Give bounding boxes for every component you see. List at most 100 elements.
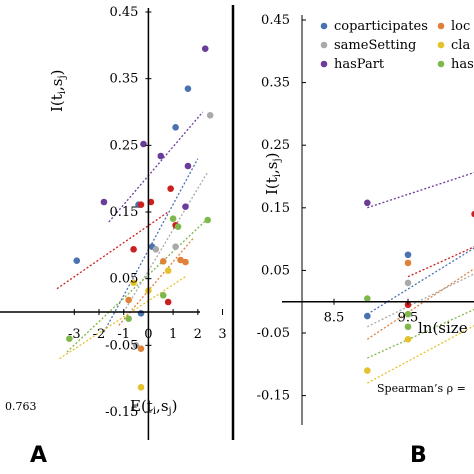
legend-marker (437, 41, 445, 49)
data-point-ca9a9a9 (172, 243, 179, 250)
panel-a-x-tick-label: -2 (93, 327, 106, 342)
panel-a-x-ticks: -3 -2 -1 0 1 2 3 (68, 309, 227, 342)
data-point-ce5c12b (164, 267, 172, 274)
panel-b-y-tick-label: -0.05 (257, 326, 290, 341)
data-point-c4a72b0 (137, 310, 145, 317)
data-point-ccc1f1f (404, 301, 412, 309)
panel-a-y-axis-label: I(ti,sj) (48, 70, 68, 112)
panel-b-x-tick-label: 8.5 (324, 311, 345, 326)
panel-a-annotation: 0.763 (5, 400, 37, 413)
data-point-c4a72b0 (184, 85, 192, 92)
data-point-ce5c12b (130, 279, 137, 286)
data-point-ca9a9a9 (206, 112, 214, 119)
data-point-ce0813a (137, 345, 145, 352)
trendline-ccc1f1f (407, 246, 474, 278)
data-point-c4a72b0 (172, 124, 179, 131)
panel-b-y-tick-label: 0.35 (261, 76, 290, 91)
trendline-c6a3d9a (108, 111, 204, 223)
panel-b-y-tick-label: 0.25 (261, 138, 290, 153)
data-point-ce0813a (404, 259, 412, 267)
data-point-ce0813a (159, 258, 167, 265)
data-point-ca9a9a9 (152, 246, 160, 253)
data-point-ccc1f1f (471, 210, 474, 218)
data-point-c7fb84a (125, 315, 132, 322)
panel-a-y-tick-label: 0.15 (109, 205, 138, 220)
panel-b-y-tick-label: 0.15 (261, 201, 290, 216)
data-point-c7fb84a (404, 323, 412, 331)
data-point-ccc1f1f (130, 246, 137, 253)
data-point-c4a72b0 (73, 257, 81, 264)
panel-a: -3 -2 -1 0 1 2 3 0.45 0.35 0.25 0.15 0.05 -0.05 -0.1… (0, 5, 227, 468)
panel-a-trendlines (56, 111, 209, 360)
data-point-c6a3d9a (201, 45, 209, 52)
data-point-ce0813a (177, 256, 184, 264)
panel-b-x-tick-label: 9.5 (398, 311, 419, 326)
panel-b: 8.5 9.5 0.45 0.35 0.25 0.15 0.05 -0.05 -0.15 ln… (257, 13, 474, 468)
data-point-ce0813a (182, 258, 189, 266)
data-point-c6a3d9a (182, 203, 189, 210)
data-point-ce5c12b (404, 335, 412, 343)
data-point-c6a3d9a (100, 198, 108, 206)
data-point-c7fb84a (159, 292, 167, 299)
data-point-ccc1f1f (147, 198, 155, 206)
legend-marker (437, 22, 445, 30)
data-point-c6a3d9a (140, 140, 147, 148)
legend-label: has (451, 57, 474, 72)
data-point-ca9a9a9 (404, 279, 412, 287)
panel-a-x-tick-label: 3 (218, 327, 226, 342)
legend-label: cla (451, 38, 470, 53)
trendline-ca9a9a9 (367, 273, 474, 328)
panel-b-letter: B (410, 443, 427, 468)
panel-a-x-axis-label: E(ti,sj) (130, 397, 177, 417)
panel-a-x-tick-label: 0 (144, 327, 152, 342)
panel-a-x-tick-label: 1 (169, 327, 177, 342)
panel-a-y-tick-label: 0.45 (109, 5, 138, 20)
legend-marker (320, 22, 328, 30)
data-point-ce5c12b (137, 384, 145, 391)
data-point-ccc1f1f (164, 298, 172, 306)
data-point-c7fb84a (174, 223, 182, 230)
legend-marker (320, 60, 328, 68)
data-point-c4a72b0 (404, 251, 412, 259)
data-point-ccc1f1f (167, 185, 174, 192)
legend-label: coparticipates (334, 19, 428, 34)
data-point-c7fb84a (66, 335, 73, 342)
data-point-c7fb84a (169, 215, 177, 222)
data-point-c6a3d9a (157, 152, 165, 160)
legend-label: hasPart (334, 57, 385, 72)
trendline-ccc1f1f (56, 211, 169, 290)
panel-a-y-tick-label: -0.15 (105, 405, 138, 420)
legend-marker (320, 41, 328, 49)
trendline-ca9a9a9 (123, 171, 209, 313)
trendline-ce0813a (118, 238, 194, 326)
panel-b-trendlines (366, 171, 474, 384)
legend-label: loc (451, 19, 470, 34)
panel-a-letter: A (30, 443, 47, 468)
panel-b-annotation: Spearman’s ρ = (377, 382, 466, 395)
panel-b-y-tick-label: 0.45 (261, 13, 290, 28)
data-point-c7fb84a (204, 216, 212, 224)
panel-a-y-tick-label: 0.35 (109, 72, 138, 87)
data-point-c6a3d9a (364, 199, 371, 207)
panel-a-y-ticks: 0.45 0.35 0.25 0.15 0.05 -0.05 -0.15 (105, 5, 152, 420)
panel-b-y-axis-label: I(ti,sj) (263, 153, 283, 195)
legend-marker (437, 60, 445, 68)
panel-b-y-ticks: 0.45 0.35 0.25 0.15 0.05 -0.05 -0.15 (257, 13, 306, 404)
panel-b-y-tick-label: -0.15 (257, 389, 290, 404)
panel-b-y-tick-label: 0.05 (261, 263, 290, 278)
trendline-c4a72b0 (103, 158, 199, 333)
data-point-c6a3d9a (184, 162, 192, 170)
panel-b-x-ticks: 8.5 9.5 (324, 298, 419, 326)
legend-label: sameSetting (334, 38, 416, 53)
panel-b-points (364, 199, 474, 374)
trendline-c7fb84a (66, 218, 209, 353)
trendline-c4a72b0 (366, 247, 474, 315)
data-point-c4a72b0 (364, 312, 371, 320)
data-point-c7fb84a (364, 295, 371, 302)
trendline-c6a3d9a (367, 171, 474, 209)
panel-b-x-axis-label: ln(size (418, 319, 468, 337)
panel-b-legend: coparticipates loc sameSetting cla hasPart ha… (320, 19, 474, 72)
panel-a-x-tick-label: -1 (117, 327, 130, 342)
data-point-ca9a9a9 (132, 342, 140, 349)
